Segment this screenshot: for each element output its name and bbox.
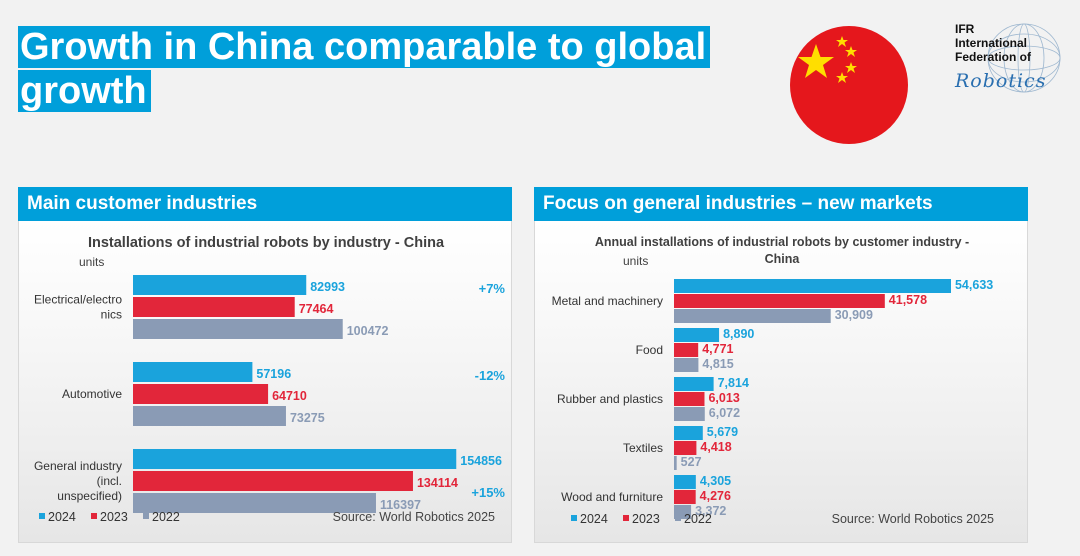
panel-main-customer-industries: Main customer industries Installations o… <box>18 187 512 543</box>
page-title-line-1: Growth in China comparable to global <box>18 26 711 68</box>
bar-2023 <box>674 294 885 308</box>
bar-2023 <box>133 471 413 491</box>
data-label: 6,072 <box>709 406 740 420</box>
category-label: Rubber and plastics <box>557 392 663 406</box>
legend-swatch <box>143 513 149 519</box>
unit-label: units <box>623 254 648 268</box>
unit-label: units <box>79 255 104 269</box>
data-label: 4,305 <box>700 474 731 488</box>
legend-swatch <box>571 515 577 521</box>
logo-line-2: International <box>955 36 1028 50</box>
data-label: 54,633 <box>955 278 993 292</box>
legend-swatch <box>39 513 45 519</box>
legend-label: 2023 <box>632 512 660 526</box>
data-label: 77464 <box>299 302 334 316</box>
data-label: 116397 <box>380 498 421 512</box>
data-label: 4,276 <box>700 489 731 503</box>
bar-2023 <box>133 297 295 317</box>
data-label: 8,890 <box>723 327 754 341</box>
category-label: Textiles <box>623 441 663 455</box>
category-label: nics <box>101 308 122 322</box>
category-label: unspecified) <box>57 489 122 503</box>
data-label: 82993 <box>310 280 345 294</box>
page-title: Growth in China comparable to global gro… <box>18 26 718 114</box>
data-label: 30,909 <box>835 308 873 322</box>
panel-header: Main customer industries <box>18 187 512 221</box>
data-label: 6,013 <box>708 391 739 405</box>
bar-2022 <box>133 319 343 339</box>
general-industry-bar-chart: Annual installations of industrial robot… <box>552 235 1078 530</box>
bar-2024 <box>674 426 703 440</box>
chart-area: Installations of industrial robots by in… <box>18 221 512 543</box>
bar-2023 <box>133 384 269 404</box>
legend-label: 2022 <box>684 512 712 526</box>
category-label: Food <box>636 343 663 357</box>
data-label: 154856 <box>460 454 502 468</box>
bar-2022 <box>674 456 677 470</box>
category-label: Automotive <box>62 387 122 401</box>
ifr-logo: IFR International Federation of Robotics <box>955 20 1065 100</box>
bar-2023 <box>674 392 705 406</box>
data-label: 64710 <box>272 389 307 403</box>
data-label: 41,578 <box>889 293 927 307</box>
bar-2024 <box>133 275 307 295</box>
data-label: 5,679 <box>707 425 738 439</box>
growth-label: +7% <box>479 281 506 296</box>
logo-line-1: IFR <box>955 22 975 36</box>
chart-title: China <box>765 252 801 266</box>
source-label: Source: World Robotics 2025 <box>333 510 495 524</box>
category-label: Wood and furniture <box>561 490 663 504</box>
bar-2022 <box>674 309 831 323</box>
bar-2023 <box>674 343 699 357</box>
data-label: 57196 <box>256 367 291 381</box>
legend-swatch <box>91 513 97 519</box>
category-label: (incl. <box>97 474 122 488</box>
bar-2022 <box>133 406 286 426</box>
bar-2024 <box>133 449 457 469</box>
data-label: 4,771 <box>702 342 733 356</box>
bar-2022 <box>674 358 699 372</box>
bar-2024 <box>674 377 714 391</box>
category-label: Metal and machinery <box>552 294 663 308</box>
logo-script: Robotics <box>955 70 1047 92</box>
data-label: 527 <box>681 455 702 469</box>
logo-line-3: Federation of <box>955 50 1032 64</box>
bar-2024 <box>674 475 696 489</box>
panel-header: Focus on general industries – new market… <box>534 187 1028 221</box>
category-label: General industry <box>34 459 122 473</box>
page-title-line-2: growth <box>18 70 151 112</box>
globe-icon <box>987 23 1061 93</box>
chart-area: Annual installations of industrial robot… <box>534 221 1078 543</box>
chart-title: Installations of industrial robots by in… <box>88 235 445 251</box>
data-label: 100472 <box>347 324 389 338</box>
growth-label: +15% <box>471 485 505 500</box>
chart-title: Annual installations of industrial robot… <box>595 235 969 249</box>
bar-2022 <box>133 493 376 513</box>
bar-2023 <box>674 490 696 504</box>
bar-2022 <box>674 407 705 421</box>
legend-label: 2024 <box>48 510 76 524</box>
data-label: 134114 <box>417 476 458 490</box>
data-label: 4,418 <box>700 440 731 454</box>
data-label: 4,815 <box>702 357 733 371</box>
data-label: 3,372 <box>695 504 726 518</box>
bar-2023 <box>674 441 697 455</box>
data-label: 7,814 <box>718 376 749 390</box>
legend-label: 2022 <box>152 510 180 524</box>
legend-swatch <box>675 515 681 521</box>
category-label: Electrical/electro <box>34 293 122 307</box>
growth-label: -12% <box>475 368 506 383</box>
data-label: 73275 <box>290 411 325 425</box>
legend-swatch <box>623 515 629 521</box>
china-flag-icon <box>790 26 908 144</box>
bar-2024 <box>133 362 253 382</box>
industry-bar-chart: Installations of industrial robots by in… <box>34 235 506 524</box>
source-label: Source: World Robotics 2025 <box>832 512 994 526</box>
bar-2024 <box>674 279 951 293</box>
panel-general-industries: Focus on general industries – new market… <box>534 187 1078 543</box>
bar-2024 <box>674 328 720 342</box>
legend-label: 2024 <box>580 512 608 526</box>
legend-label: 2023 <box>100 510 128 524</box>
